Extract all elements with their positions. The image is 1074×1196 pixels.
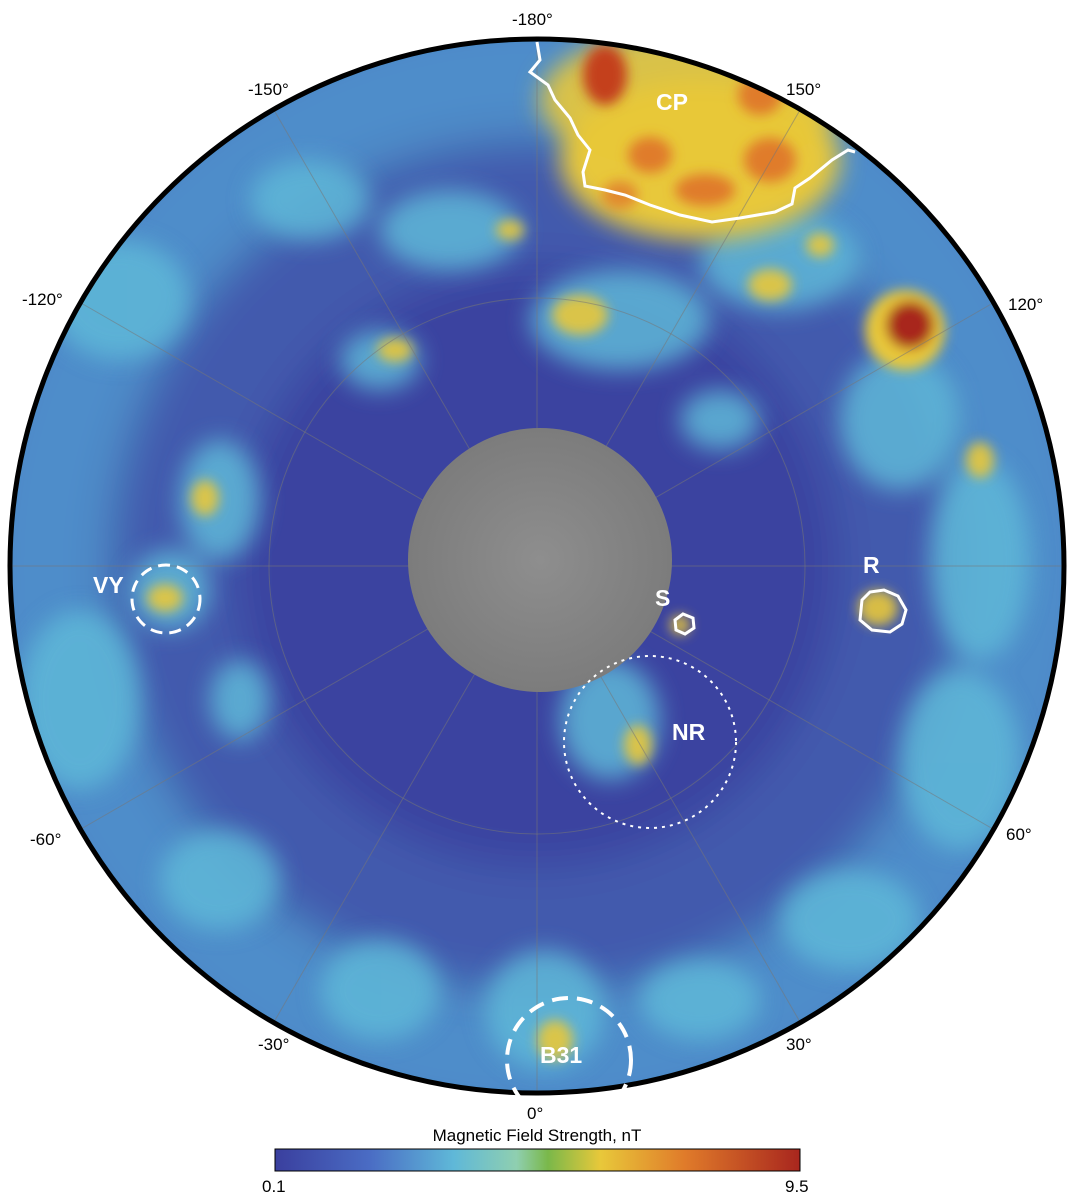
lon-label-upper-right: 150° bbox=[786, 80, 821, 99]
colorbar-gradient bbox=[274, 1148, 801, 1172]
lon-label-right-upper: 120° bbox=[1008, 295, 1043, 314]
region-label-vy: VY bbox=[93, 572, 124, 598]
region-label-nr: NR bbox=[672, 719, 706, 745]
lon-label-upper-left: -150° bbox=[248, 80, 289, 99]
disc-border bbox=[7, 36, 1067, 1096]
lon-label-left-upper: -120° bbox=[22, 290, 63, 309]
field-yellow-patches bbox=[147, 220, 994, 1060]
region-label-b31: B31 bbox=[540, 1042, 582, 1068]
colorbar-title: Magnetic Field Strength, nT bbox=[433, 1126, 642, 1145]
r-outline bbox=[858, 588, 908, 634]
colorbar-max-label: 9.5 bbox=[785, 1177, 809, 1196]
lon-label-top: -180° bbox=[512, 10, 553, 29]
region-label-s: S bbox=[655, 585, 670, 611]
latitude-grid bbox=[268, 297, 806, 835]
s-outline bbox=[673, 612, 696, 636]
b31-outline bbox=[505, 996, 633, 1124]
nr-outline bbox=[563, 655, 737, 829]
colorbar-min-label: 0.1 bbox=[262, 1177, 286, 1196]
lon-label-lower-left: -30° bbox=[258, 1035, 289, 1054]
colorbar: Magnetic Field Strength, nT 0.1 9.5 bbox=[262, 1126, 809, 1196]
lon-label-lower-right: 30° bbox=[786, 1035, 812, 1054]
polar-cap bbox=[408, 428, 672, 692]
lon-label-right-lower: 60° bbox=[1006, 825, 1032, 844]
region-label-cp: CP bbox=[656, 89, 688, 115]
region-label-r: R bbox=[863, 552, 880, 578]
cp-outline bbox=[527, 41, 856, 224]
vy-outline bbox=[130, 563, 202, 635]
field-east-hotspot bbox=[865, 290, 945, 370]
lon-label-left-lower: -60° bbox=[30, 830, 61, 849]
lon-label-bottom: 0° bbox=[527, 1104, 543, 1123]
